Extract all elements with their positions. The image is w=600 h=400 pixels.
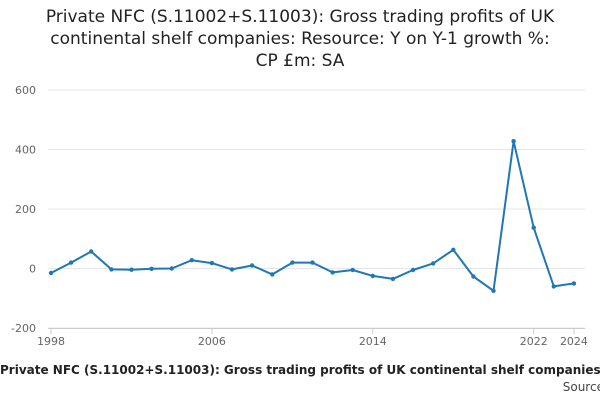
data-point[interactable]: [89, 249, 94, 254]
data-point[interactable]: [471, 274, 476, 279]
data-point[interactable]: [169, 266, 174, 271]
data-point[interactable]: [491, 288, 496, 293]
data-point[interactable]: [410, 267, 416, 273]
data-point[interactable]: [390, 276, 396, 282]
source-label: Source:: [562, 380, 600, 394]
chart-title-line-3: CP £m: SA: [255, 51, 345, 71]
x-tick-label: 2006: [198, 335, 226, 348]
data-point[interactable]: [370, 273, 375, 279]
chart-title-line-2: continental shelf companies: Resource: Y…: [50, 29, 550, 49]
data-point[interactable]: [451, 247, 456, 252]
data-point[interactable]: [249, 263, 255, 268]
data-series: [48, 139, 577, 293]
data-point[interactable]: [68, 260, 74, 265]
x-tick-labels: 1998 2006 2014 2022 2024: [37, 335, 588, 348]
data-point[interactable]: [330, 270, 335, 275]
y-tick-label: 600: [15, 84, 36, 97]
data-point[interactable]: [571, 281, 577, 286]
data-point[interactable]: [129, 267, 134, 272]
data-point[interactable]: [350, 267, 355, 273]
data-point[interactable]: [531, 225, 536, 230]
x-tick-label: 1998: [37, 335, 65, 348]
data-point[interactable]: [310, 260, 315, 265]
y-tick-label: 0: [29, 263, 36, 276]
x-tick-label: 2024: [560, 335, 588, 348]
chart-title: Private NFC (S.11002+S.11003): Gross tra…: [0, 6, 600, 72]
data-point[interactable]: [290, 260, 295, 265]
x-axis: [48, 328, 585, 334]
legend-entry: Private NFC (S.11002+S.11003): Gross tra…: [0, 363, 600, 377]
y-tick-labels: -200 0 200 400 600: [11, 84, 36, 335]
data-point[interactable]: [270, 272, 275, 277]
data-point[interactable]: [189, 258, 194, 263]
data-point[interactable]: [48, 270, 54, 276]
legend: Private NFC (S.11002+S.11003): Gross tra…: [0, 363, 600, 377]
data-point[interactable]: [229, 267, 235, 272]
y-tick-label: 400: [15, 144, 36, 157]
chart-title-line-1: Private NFC (S.11002+S.11003): Gross tra…: [45, 7, 555, 27]
data-point[interactable]: [149, 266, 154, 271]
y-tick-label: -200: [11, 322, 36, 335]
data-point[interactable]: [511, 139, 516, 144]
data-point[interactable]: [209, 260, 215, 266]
y-tick-label: 200: [15, 203, 36, 216]
data-point[interactable]: [109, 267, 114, 272]
x-tick-label: 2014: [359, 335, 387, 348]
data-point[interactable]: [551, 284, 556, 289]
data-point[interactable]: [431, 261, 436, 266]
x-tick-label: 2022: [520, 335, 548, 348]
